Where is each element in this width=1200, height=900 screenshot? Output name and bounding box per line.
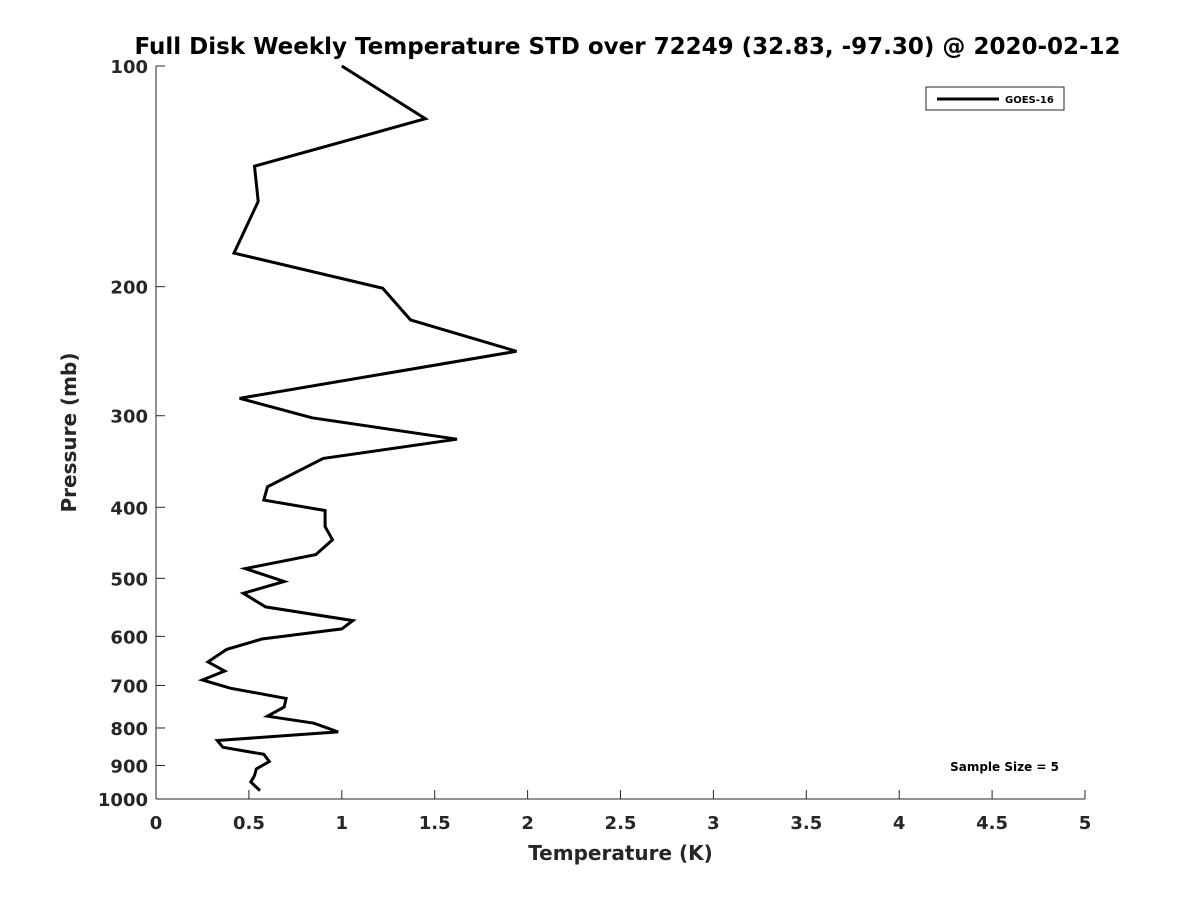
- y-tick-label: 900: [110, 756, 148, 777]
- y-axis-label: Pressure (mb): [57, 353, 81, 513]
- legend-label: GOES-16: [1005, 95, 1054, 106]
- x-tick-label: 1.5: [419, 813, 451, 834]
- y-tick-label: 300: [110, 407, 148, 428]
- series-line-goes-16: [197, 64, 517, 792]
- x-tick-label: 0: [150, 813, 163, 834]
- x-tick-label: 2.5: [605, 813, 637, 834]
- x-tick-label: 4.5: [976, 813, 1008, 834]
- x-axis-label: Temperature (K): [528, 841, 713, 865]
- x-tick-label: 3.5: [790, 813, 822, 834]
- y-tick-label: 100: [110, 57, 148, 78]
- y-tick-label: 200: [110, 278, 148, 299]
- x-tick-label: 4: [893, 813, 906, 834]
- x-tick-label: 2: [521, 813, 534, 834]
- x-tick-label: 5: [1079, 813, 1092, 834]
- x-tick-label: 0.5: [233, 813, 265, 834]
- y-tick-label: 600: [110, 627, 148, 648]
- legend: GOES-16: [925, 86, 1065, 111]
- y-tick-label: 500: [110, 569, 148, 590]
- y-tick-label: 800: [110, 719, 148, 740]
- chart-title: Full Disk Weekly Temperature STD over 72…: [134, 34, 1120, 60]
- series-layer: [197, 64, 517, 792]
- x-tick-label: 1: [336, 813, 349, 834]
- x-tick-label: 3: [707, 813, 720, 834]
- y-tick-label: 1000: [98, 790, 148, 811]
- sample-size-annotation: Sample Size = 5: [950, 760, 1059, 774]
- y-tick-label: 700: [110, 676, 148, 697]
- plot-axes: 0 0.5 1 1.5 2 2.5 3 3.5 4 4.5 5 100 200 300 400 500 600 7…: [98, 57, 1091, 834]
- y-tick-label: 400: [110, 498, 148, 519]
